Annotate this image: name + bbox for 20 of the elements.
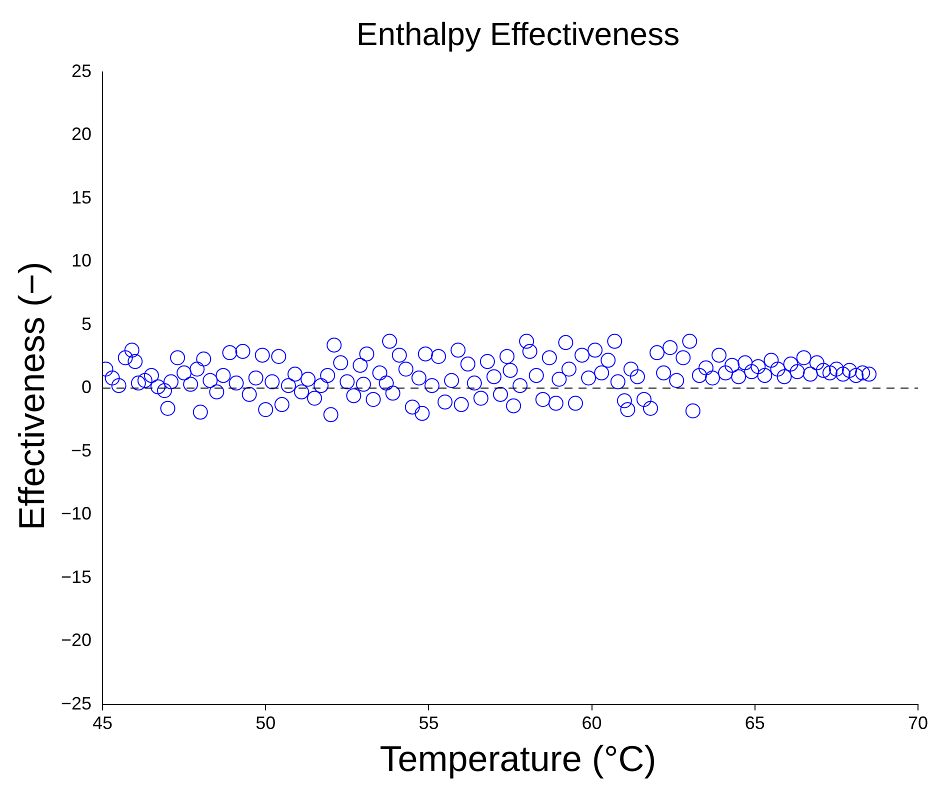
x-tick-label: 45	[92, 713, 113, 734]
y-tick-label: −10	[60, 504, 92, 524]
x-tick-label: 55	[418, 713, 439, 734]
y-tick-label: 25	[72, 60, 92, 81]
y-tick-label: 10	[72, 250, 92, 271]
chart-title: Enthalpy Effectiveness	[355, 16, 681, 53]
y-tick-label: −25	[60, 693, 92, 714]
x-tick-label: 60	[582, 713, 602, 734]
y-tick-label: −20	[60, 630, 92, 650]
y-tick-label: −15	[60, 566, 92, 587]
y-tick-label: 20	[72, 124, 92, 144]
y-tick-label: 0	[82, 377, 92, 398]
y-axis-title: Effectiveness (−)	[11, 262, 53, 530]
x-tick-label: 65	[744, 713, 765, 734]
y-tick-label: 15	[72, 187, 92, 208]
x-axis-title: Temperature (°C)	[378, 738, 658, 780]
y-tick-label: 5	[82, 314, 92, 334]
x-tick-label: 70	[908, 713, 928, 734]
x-tick-label: 50	[256, 713, 276, 734]
y-tick-label: −5	[71, 440, 92, 460]
